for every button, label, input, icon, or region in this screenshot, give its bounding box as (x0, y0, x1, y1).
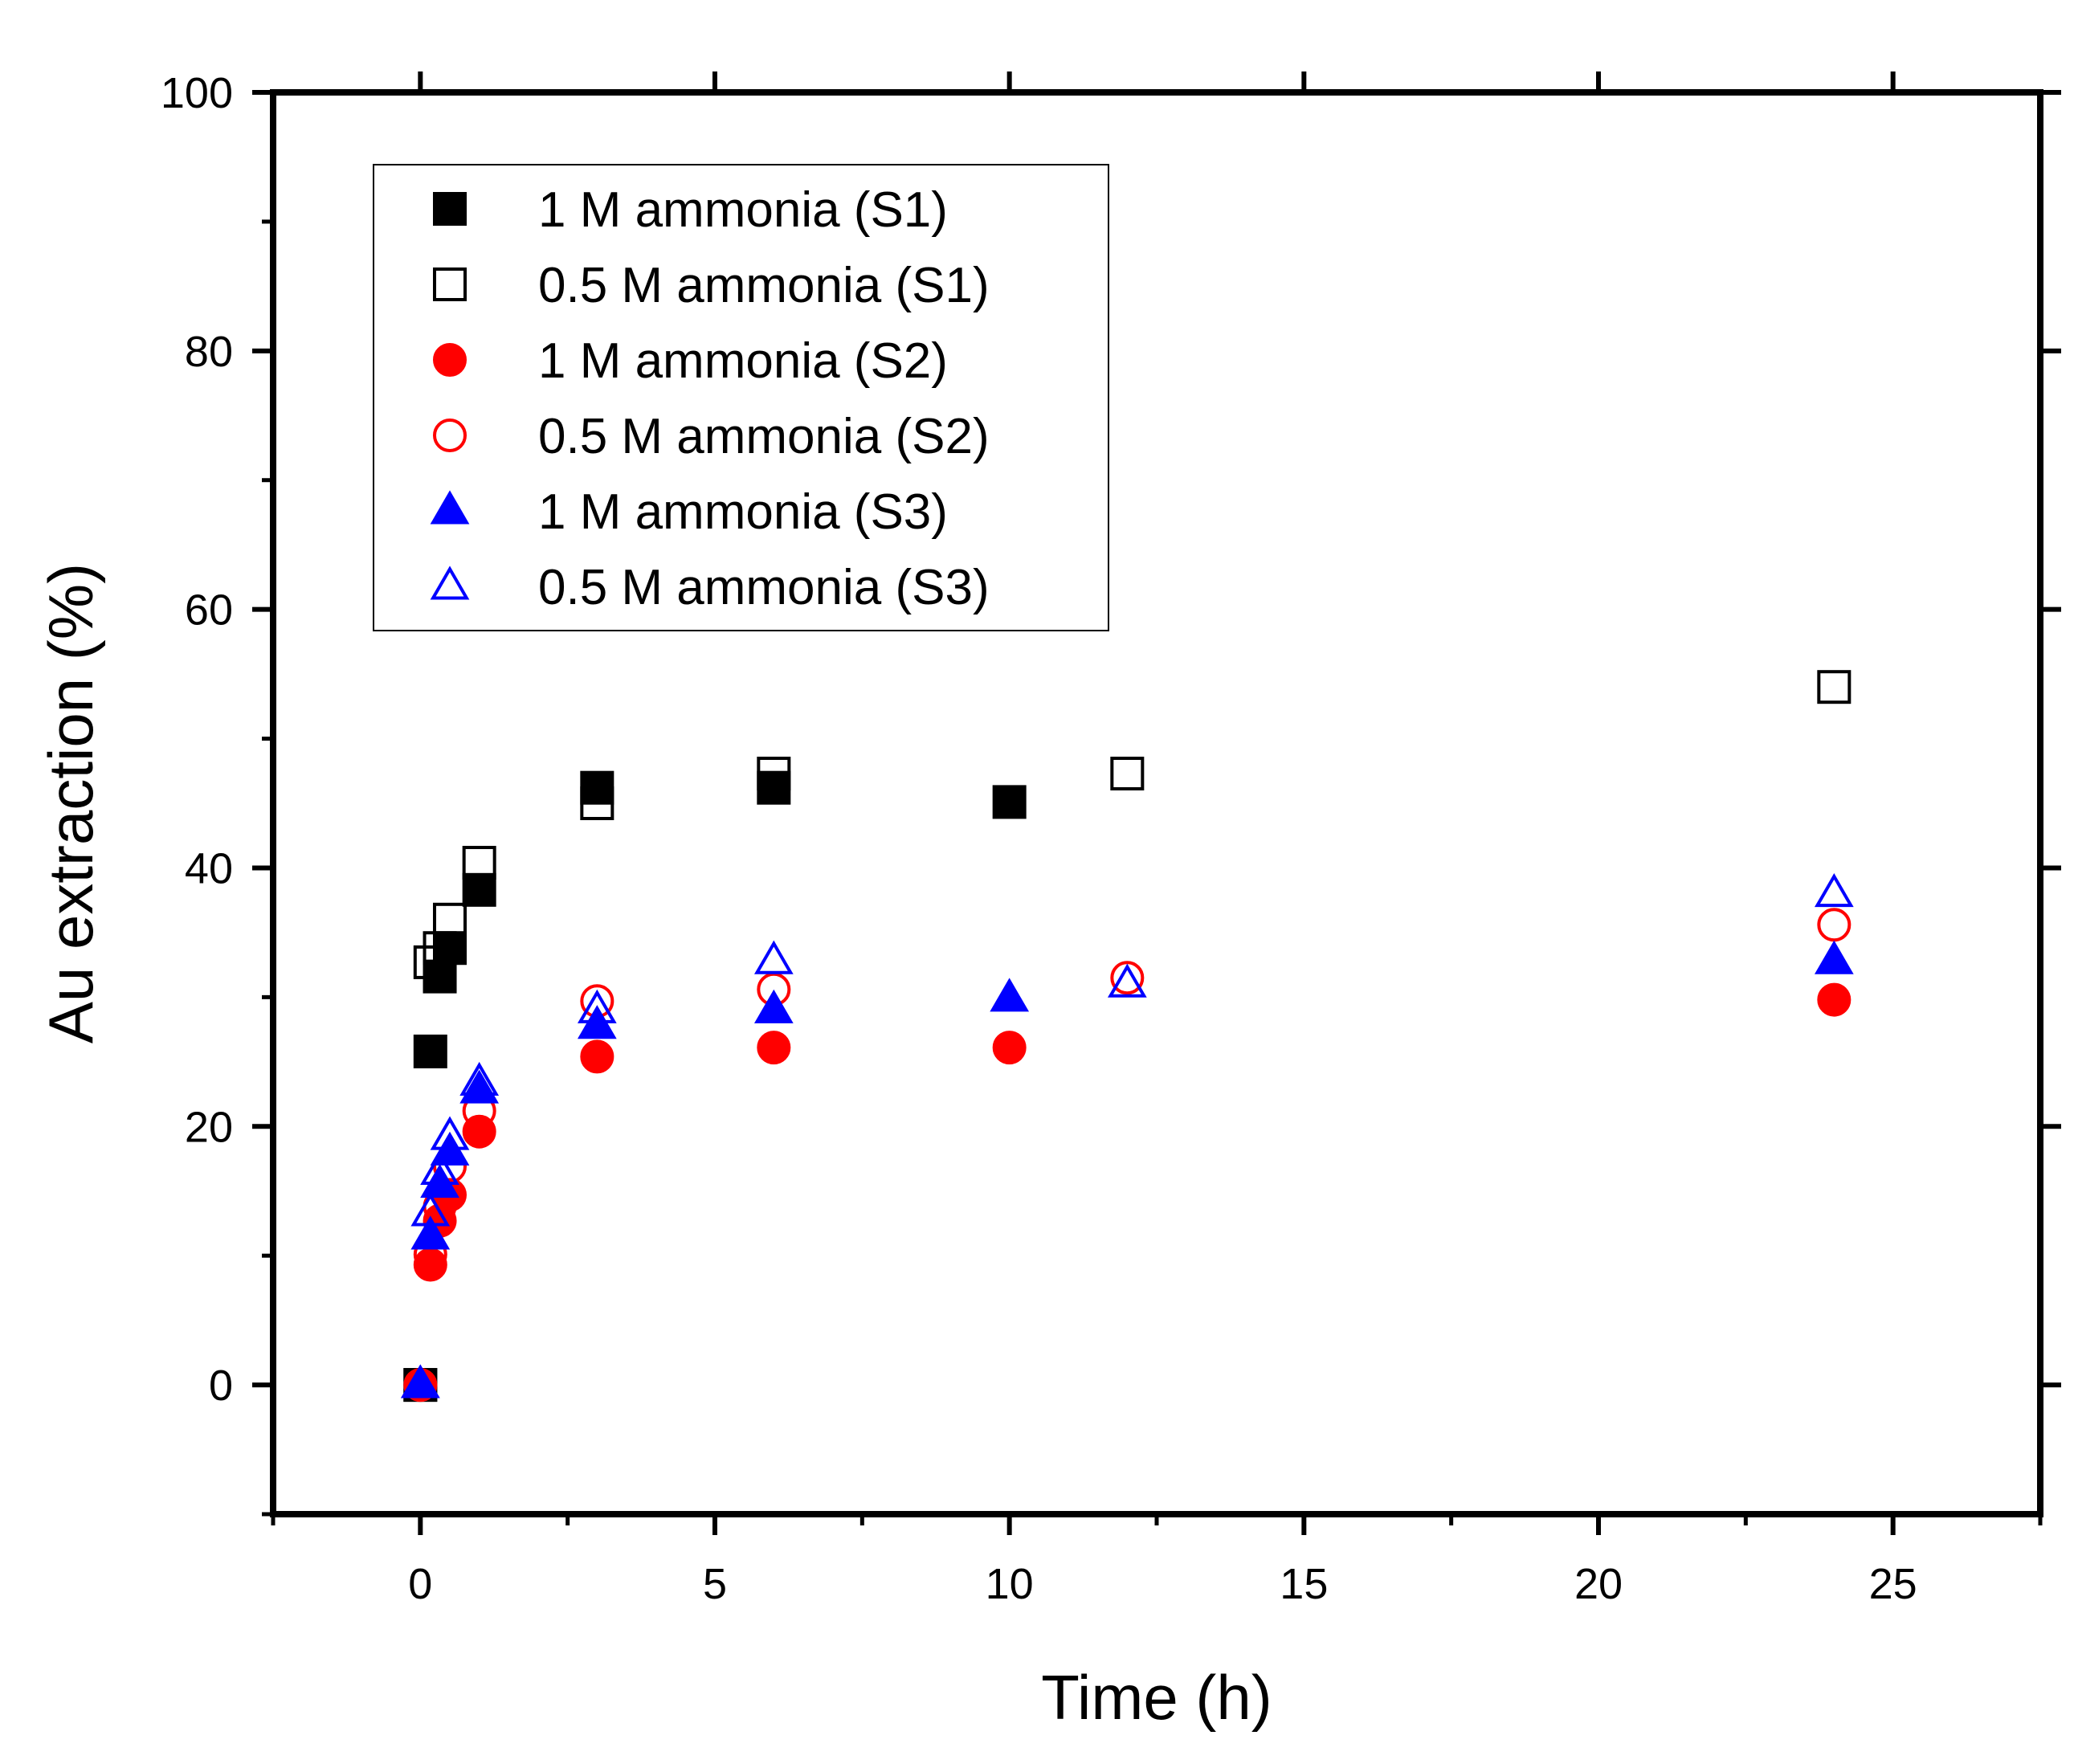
data-point (1817, 670, 1851, 704)
y-tick-label: 80 (185, 328, 233, 376)
legend-label: 0.5 M ammonia (S2) (538, 409, 990, 464)
y-tick-label: 60 (185, 586, 233, 635)
x-tick-label: 10 (986, 1560, 1034, 1608)
legend-label: 0.5 M ammonia (S1) (538, 258, 990, 313)
legend-label: 1 M ammonia (S2) (538, 333, 948, 389)
series-6 (400, 872, 1854, 1399)
data-point (992, 785, 1027, 819)
y-tick-label: 100 (161, 69, 233, 117)
y-tick-label: 20 (185, 1103, 233, 1151)
y-axis-title: Au extraction (%) (35, 563, 106, 1043)
legend-marker (430, 490, 470, 525)
y-tick-label: 0 (209, 1362, 233, 1410)
data-point (410, 1215, 451, 1250)
legend-marker (433, 192, 467, 226)
data-point (420, 1150, 459, 1186)
data-point (1814, 940, 1854, 974)
data-point (753, 940, 794, 974)
legend-label: 1 M ammonia (S3) (538, 484, 948, 540)
series-3 (403, 982, 1851, 1403)
data-point (1107, 963, 1147, 998)
legend-marker (433, 343, 467, 377)
data-point (1814, 872, 1854, 908)
data-point (577, 989, 617, 1023)
data-point (462, 872, 496, 907)
x-tick-label: 5 (703, 1560, 727, 1608)
legend-box (373, 164, 1109, 631)
data-point (753, 989, 794, 1023)
data-point (400, 1364, 440, 1399)
x-axis-title: Time (h) (1041, 1662, 1272, 1733)
data-point (992, 1031, 1027, 1065)
x-tick-label: 25 (1869, 1560, 1917, 1608)
legend-marker (433, 419, 467, 452)
data-point (410, 1192, 451, 1227)
legend-marker (433, 267, 467, 301)
data-point (757, 1031, 791, 1065)
x-tick-label: 15 (1280, 1560, 1328, 1608)
legend-marker (430, 566, 470, 600)
x-tick-label: 0 (408, 1560, 432, 1608)
data-point (580, 1039, 614, 1074)
data-point (459, 1061, 500, 1096)
data-point (990, 978, 1030, 1012)
data-point (462, 846, 496, 880)
data-point (1817, 908, 1851, 942)
data-point (423, 931, 457, 966)
data-point (1110, 756, 1145, 790)
legend: 1 M ammonia (S1) 0.5 M ammonia (S1) 1 M am… (373, 164, 1109, 631)
data-point (757, 756, 791, 790)
axes: 0 5 10 15 20 25 0 20 40 60 80 100 (161, 69, 2061, 1608)
data-points (400, 670, 1854, 1403)
data-point (580, 786, 614, 820)
legend-label: 0.5 M ammonia (S3) (538, 560, 990, 615)
data-point (433, 902, 467, 937)
y-tick-label: 40 (185, 844, 233, 892)
data-point (1817, 982, 1851, 1017)
data-point (1110, 961, 1145, 995)
x-tick-label: 20 (1574, 1560, 1623, 1608)
data-point (413, 1034, 447, 1068)
data-point (430, 1116, 470, 1150)
legend-label: 1 M ammonia (S1) (538, 182, 948, 238)
